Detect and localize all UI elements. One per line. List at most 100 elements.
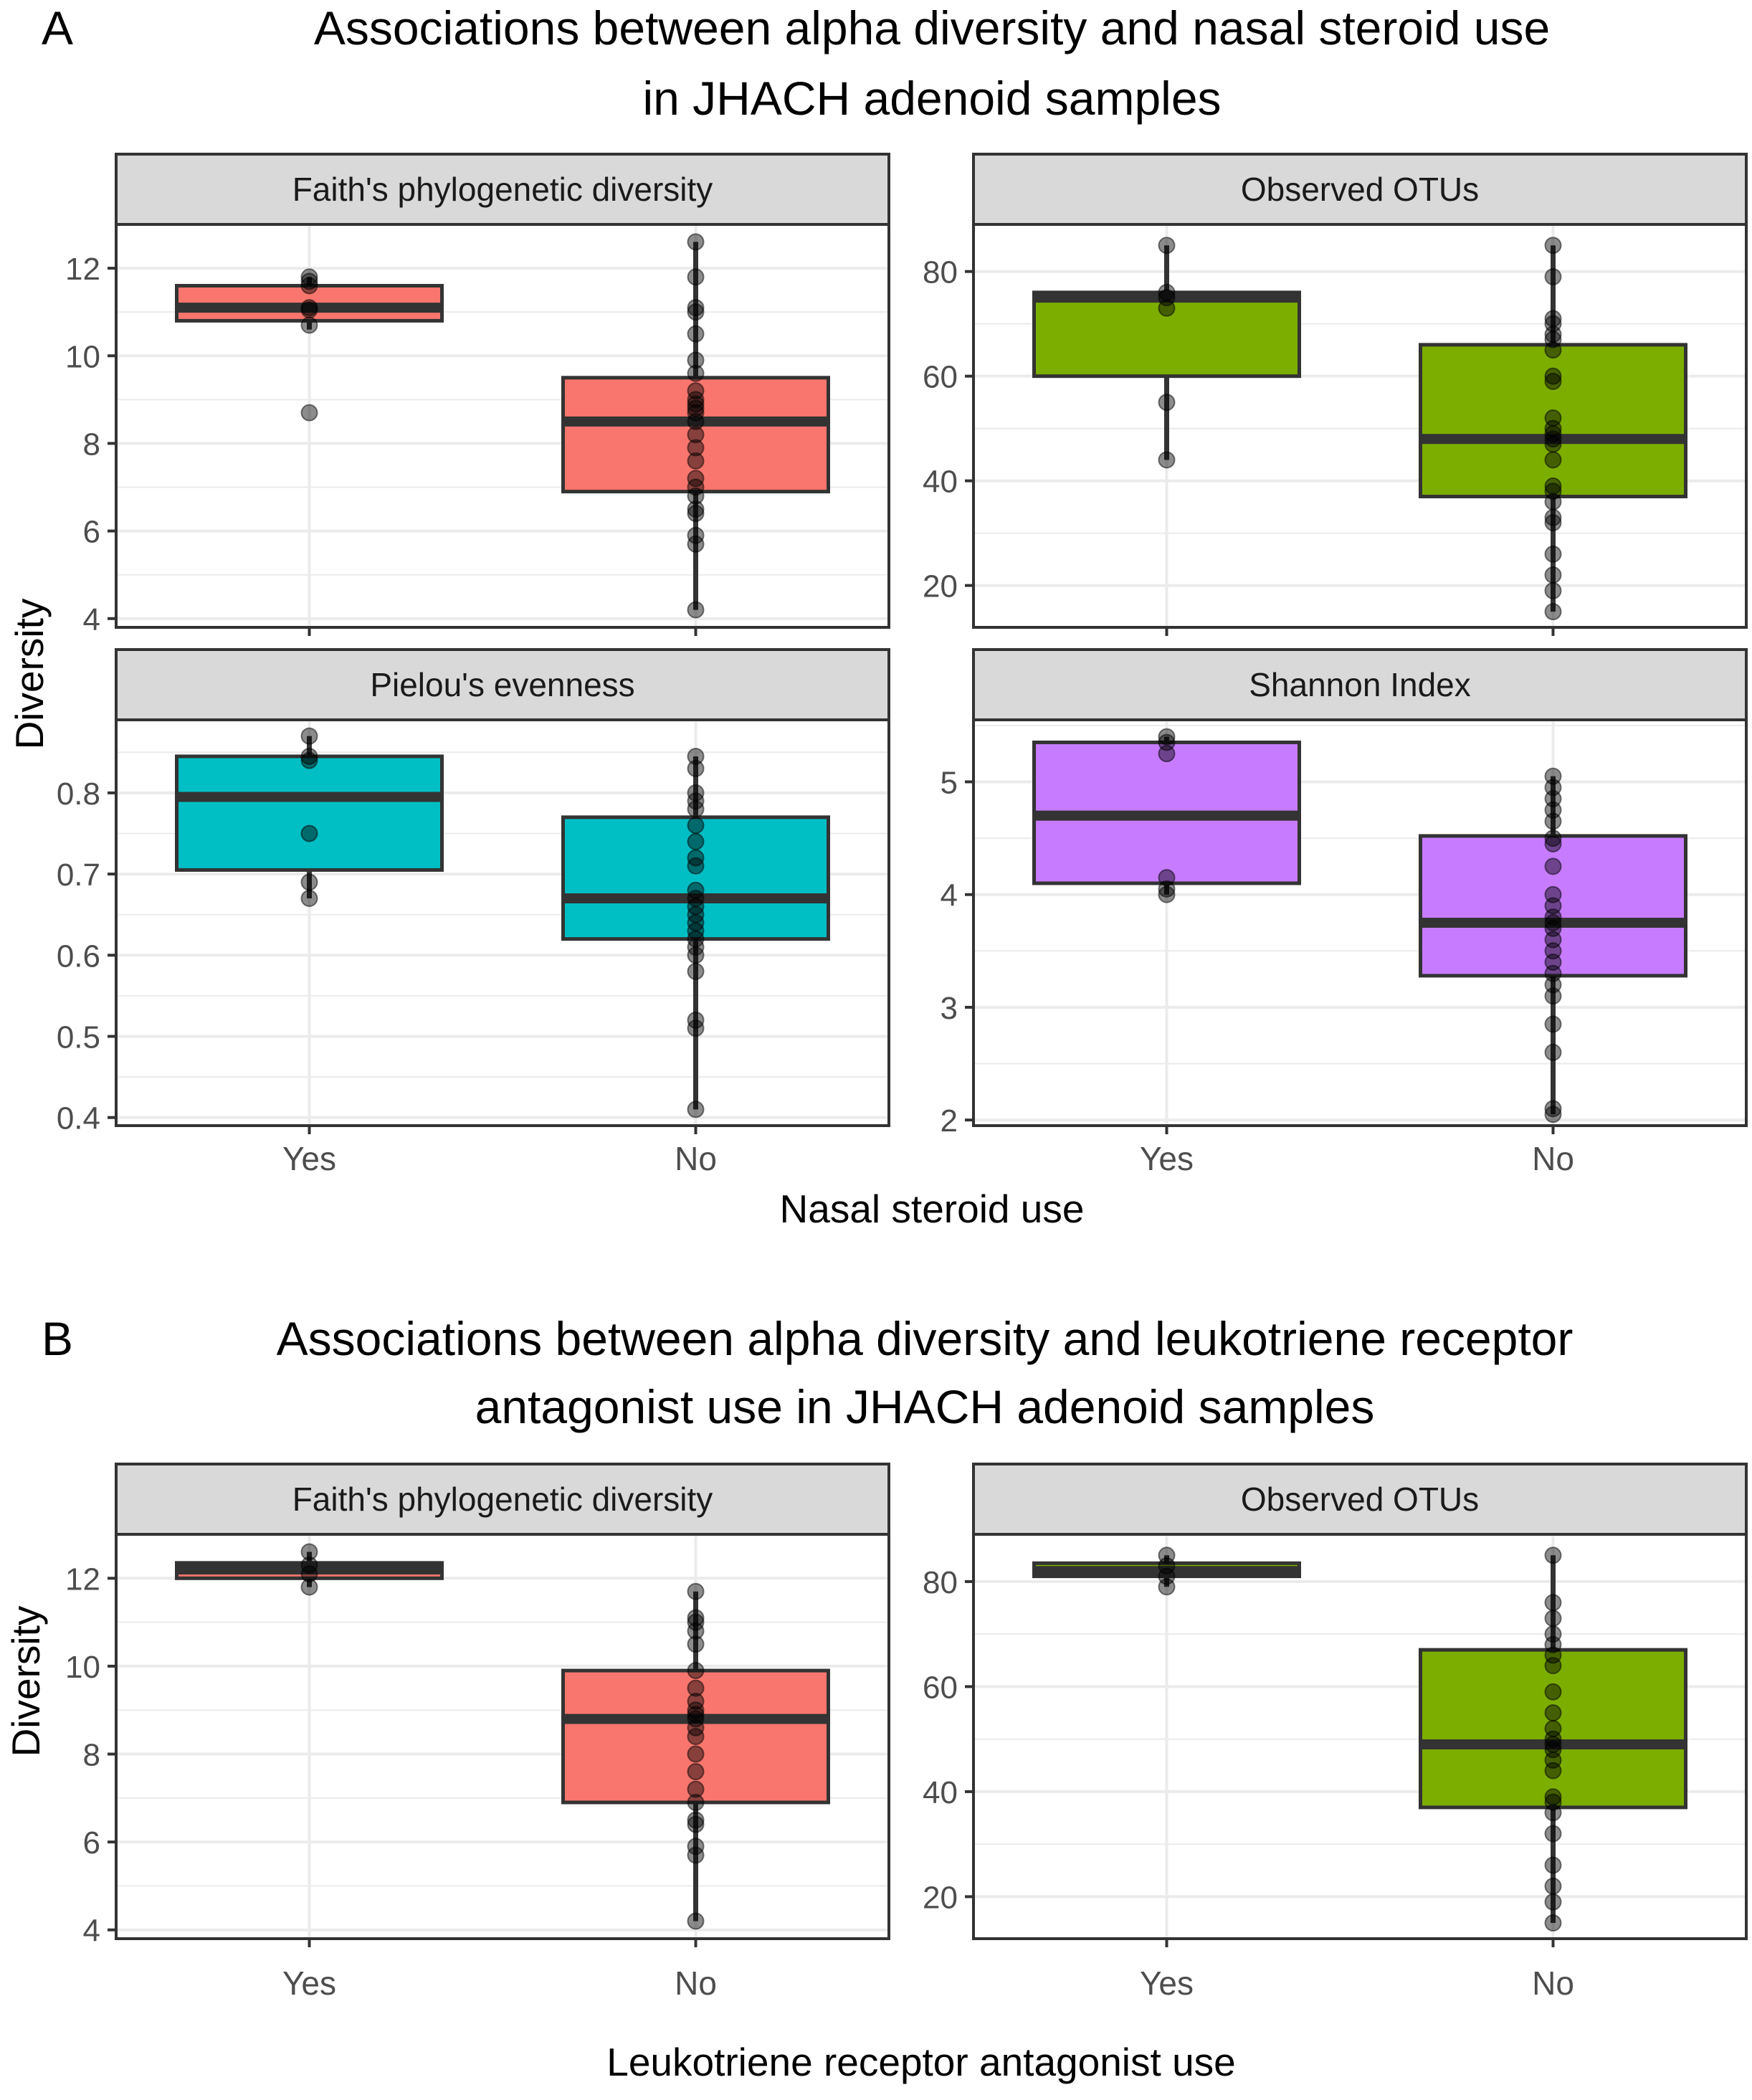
box-no (561, 1582, 830, 1930)
facet-title: Observed OTUs (1241, 171, 1479, 208)
data-point (1544, 545, 1562, 563)
box-body (1419, 834, 1687, 978)
data-point (1158, 299, 1176, 317)
box-yes (175, 727, 444, 908)
y-tick-label: 4 (941, 878, 958, 913)
data-point (1544, 1683, 1562, 1701)
data-point (1544, 1914, 1562, 1932)
data-point (687, 351, 705, 369)
data-point (1544, 1015, 1562, 1033)
y-tick-label: 12 (65, 252, 100, 287)
data-point (1544, 566, 1562, 584)
data-point (687, 747, 705, 765)
y-tick-label: 40 (923, 465, 958, 500)
y-tick-label: 60 (923, 360, 958, 395)
box-body (175, 754, 444, 872)
data-point (687, 1838, 705, 1856)
y-tick-label: 8 (83, 1738, 100, 1773)
y-tick-label: 20 (923, 569, 958, 604)
panel-a-letter: A (42, 1, 73, 54)
facet-strip (115, 648, 890, 721)
data-point (687, 1701, 705, 1719)
y-tick-label: 0.6 (57, 939, 100, 974)
data-point (1544, 1610, 1562, 1628)
data-point (687, 857, 705, 875)
data-point (687, 470, 705, 488)
data-point (687, 962, 705, 980)
y-tick-label: 6 (83, 515, 100, 550)
data-point (687, 832, 705, 850)
data-point (687, 1613, 705, 1631)
y-tick-label: 0.8 (57, 776, 100, 812)
data-point (300, 1578, 318, 1596)
data-point (1544, 372, 1562, 390)
data-point (1544, 1804, 1562, 1822)
data-point (687, 601, 705, 619)
facet-title: Shannon Index (1249, 666, 1471, 703)
box-no (561, 233, 830, 619)
data-point (300, 873, 318, 891)
box-no (1419, 237, 1687, 621)
y-tick-label: 2 (941, 1103, 958, 1139)
y-tick-label: 4 (83, 602, 100, 637)
data-point (300, 747, 318, 765)
facet-a-otus: Observed OTUs 20 40 60 80 (923, 153, 1748, 636)
y-tick-label: 0.7 (57, 857, 100, 893)
y-tick-label: 10 (65, 1650, 100, 1685)
data-point (687, 1679, 705, 1697)
facet-title: Observed OTUs (1241, 1481, 1479, 1518)
data-point (687, 382, 705, 400)
data-point (1544, 237, 1562, 255)
data-point (687, 268, 705, 286)
data-point (687, 303, 705, 321)
data-point (1158, 451, 1176, 469)
data-point (300, 277, 318, 295)
data-point (1544, 1100, 1562, 1118)
data-point (300, 301, 318, 319)
data-point (1544, 581, 1562, 599)
facets: Faith's phylogenetic diversity 4 6 8 10 12 Obs… (57, 153, 1748, 2002)
data-point (687, 399, 705, 417)
data-point (687, 412, 705, 430)
data-point (687, 1692, 705, 1710)
data-point (687, 1728, 705, 1745)
data-point (687, 233, 705, 251)
data-point (687, 1101, 705, 1118)
data-point (1544, 1762, 1562, 1780)
box-body (561, 1668, 830, 1805)
data-point (687, 391, 705, 409)
box-yes (175, 1543, 444, 1596)
data-point (687, 1622, 705, 1640)
box-yes (1032, 728, 1301, 903)
data-point (687, 426, 705, 444)
box-no (1419, 767, 1687, 1123)
data-point (1544, 914, 1562, 931)
data-point (1544, 1893, 1562, 1911)
box-yes (1032, 237, 1301, 469)
box-body (1032, 290, 1301, 379)
data-point (687, 325, 705, 343)
data-point (687, 478, 705, 496)
x-tick-label: Yes (282, 1140, 336, 1177)
x-tick-label: No (1532, 1140, 1574, 1177)
data-point (1544, 508, 1562, 526)
y-tick-label: 4 (83, 1914, 100, 1949)
x-tick-label: Yes (282, 1964, 336, 2002)
y-tick-label: 3 (941, 991, 958, 1026)
box-no (1419, 1547, 1687, 1932)
facet-title: Faith's phylogenetic diversity (292, 1481, 713, 1518)
data-point (300, 890, 318, 908)
data-point (687, 1662, 705, 1680)
y-tick-label: 0.4 (57, 1101, 100, 1136)
data-point (687, 1582, 705, 1600)
data-point (1544, 1547, 1562, 1564)
facet-strip (972, 153, 1748, 226)
data-point (1158, 394, 1176, 412)
data-point (687, 404, 705, 422)
y-tick-label: 0.5 (57, 1020, 100, 1055)
data-point (687, 1815, 705, 1833)
data-point (300, 825, 318, 842)
x-tick-label: Yes (1140, 1140, 1194, 1177)
box-yes (1032, 1547, 1301, 1596)
